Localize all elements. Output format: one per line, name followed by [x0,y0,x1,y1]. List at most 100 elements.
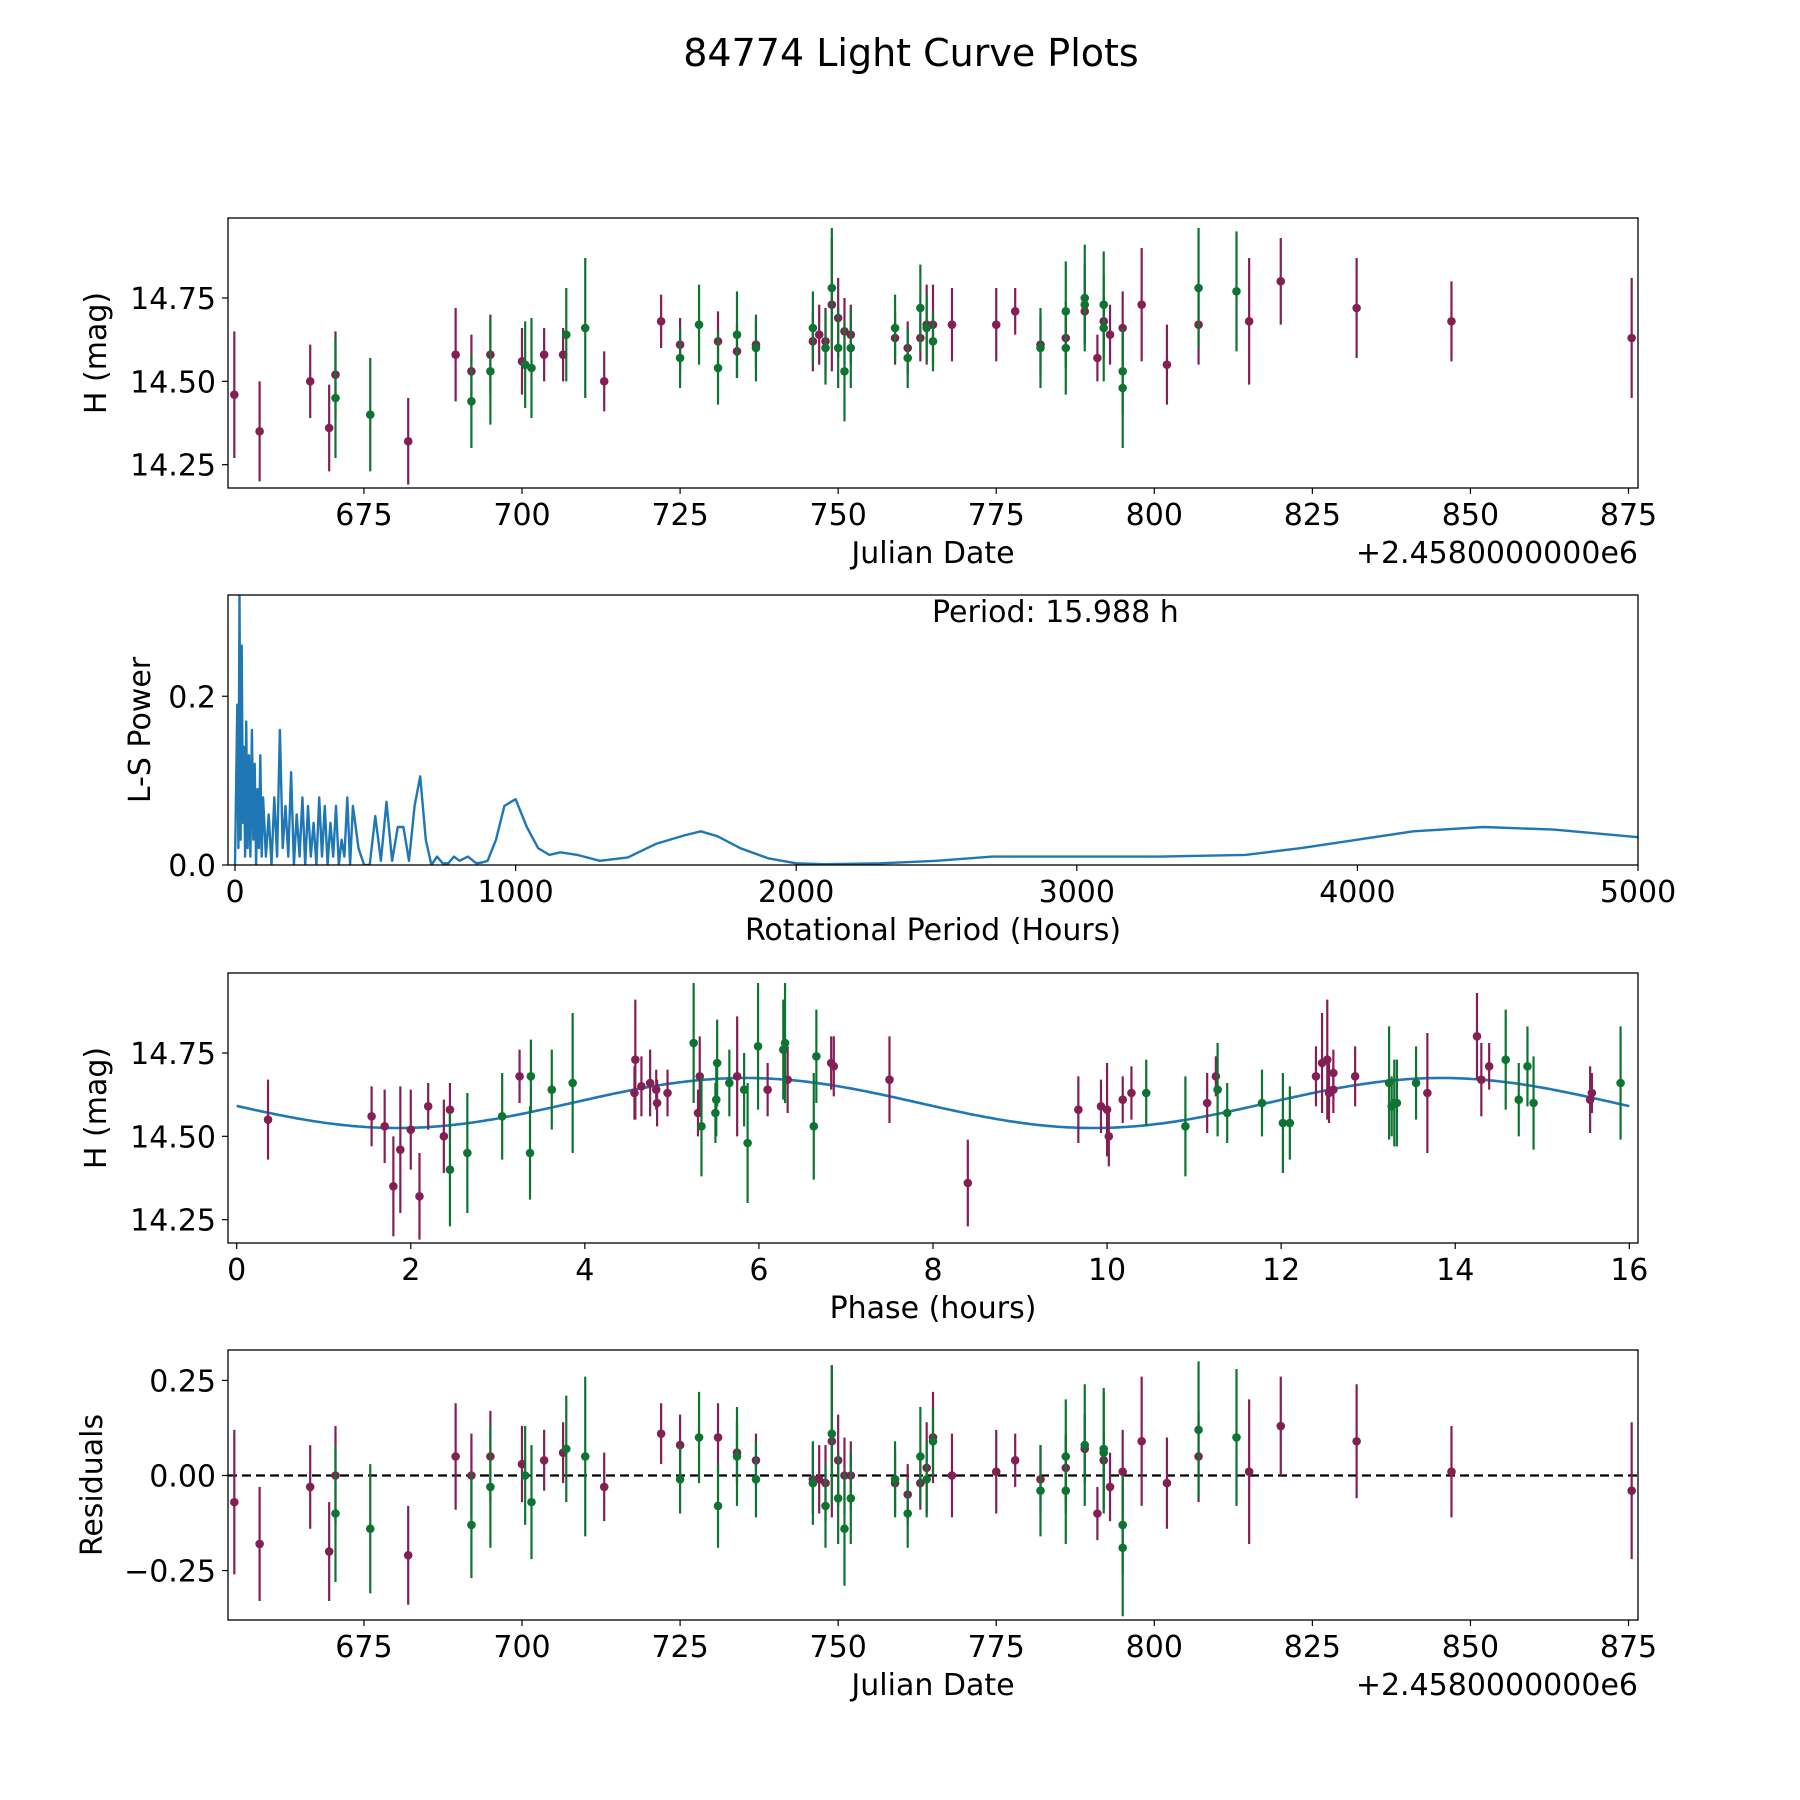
data-point-purple [1587,1073,1597,1113]
data-marker [1105,330,1115,339]
data-marker [580,1452,590,1461]
data-marker [1080,1440,1090,1450]
data-point-purple [814,304,824,365]
data-point-green [712,1019,722,1107]
sinusoid-fit-line [236,1076,1630,1130]
data-point-purple [324,384,334,472]
data-marker [763,1085,772,1094]
data-point-purple [1322,999,1332,1120]
data-point-purple [230,331,239,458]
data-marker [753,1042,763,1051]
data-point-green [675,1445,685,1514]
data-point-purple [1276,238,1286,325]
data-point-purple [1627,1422,1636,1560]
y-tick-label: 14.25 [130,1204,216,1239]
data-marker [885,1075,894,1084]
data-marker [656,1429,666,1438]
data-marker [547,1085,557,1094]
data-point-green [527,318,536,418]
data-marker [821,1501,830,1511]
data-marker [1276,1421,1286,1431]
data-marker [808,323,818,333]
data-point-purple [1105,1452,1115,1522]
data-marker [922,1474,931,1484]
data-point-purple [963,1139,973,1227]
data-marker [827,283,837,293]
data-point-purple [415,1153,424,1240]
data-point-green [732,291,742,378]
data-point-purple [885,1036,894,1123]
data-point-purple [656,294,666,348]
data-point-green [916,264,925,352]
data-point-purple [829,1036,839,1097]
data-marker [890,323,900,333]
plot-area-periodogram [233,595,1638,865]
data-marker [637,1082,646,1091]
data-marker [1285,1118,1295,1128]
data-marker [497,1112,507,1121]
data-point-green [922,1441,931,1518]
data-marker [694,320,704,329]
data-point-green [561,1395,571,1503]
data-marker [1244,1467,1254,1476]
data-marker [1423,1088,1432,1098]
data-marker [1392,1098,1402,1108]
data-marker [467,1520,476,1530]
x-tick-label: 6 [749,1253,768,1288]
data-point-green [580,1376,590,1537]
data-marker [656,317,666,326]
data-marker [1213,1085,1222,1094]
x-tick-label: 825 [1284,498,1341,533]
data-point-purple [255,381,264,482]
data-point-green [827,228,837,348]
data-marker [812,1052,821,1061]
x-tick-label: 725 [651,1630,708,1665]
data-point-green [732,1407,742,1506]
data-marker [827,1429,837,1438]
data-point-purple [263,1079,273,1160]
data-marker [1061,343,1071,353]
data-point-purple [656,1403,666,1465]
data-point-green [445,1113,455,1227]
data-marker [263,1115,273,1124]
data-marker [367,1112,376,1121]
data-marker [527,363,536,373]
data-point-green [520,1426,530,1525]
data-point-purple [1096,1079,1106,1133]
x-tick-label: 12 [1262,1253,1300,1288]
data-point-green [780,983,790,1103]
data-point-green [1278,1073,1288,1173]
data-marker [445,1105,455,1114]
data-point-green [1501,1009,1511,1110]
data-marker [922,323,931,333]
data-marker [255,1539,264,1549]
data-point-green [833,308,843,388]
data-marker [380,1122,389,1131]
x-tick-label: 800 [1126,498,1183,533]
data-point-purple [991,1429,1001,1514]
data-point-green [1232,1369,1241,1506]
data-point-purple [599,1452,609,1522]
data-point-green [808,1441,818,1525]
data-point-purple [1093,1486,1102,1541]
data-marker [403,437,413,446]
data-point-green [675,328,685,388]
data-point-purple [1423,1033,1432,1153]
data-marker [1093,1509,1102,1518]
x-axis-label: Rotational Period (Hours) [745,913,1121,948]
data-marker [631,1055,640,1064]
data-point-green [1099,274,1109,382]
data-marker [1244,317,1254,326]
data-point-purple [1329,1049,1338,1097]
data-marker [451,1452,460,1461]
data-point-green [1036,308,1045,388]
data-marker [305,377,315,386]
data-marker [1587,1088,1597,1098]
data-point-green [916,1407,925,1506]
data-marker [486,367,495,376]
data-point-green [331,338,340,458]
data-marker [1616,1078,1625,1088]
data-point-purple [1244,258,1254,385]
data-point-green [561,288,571,382]
